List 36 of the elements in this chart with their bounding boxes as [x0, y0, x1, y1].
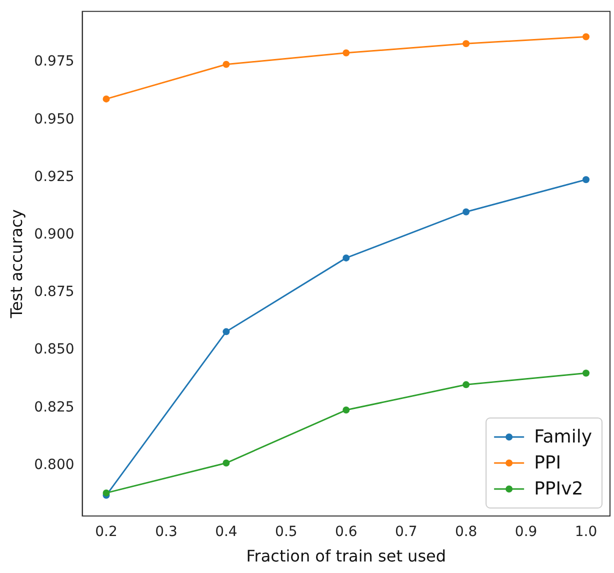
legend-label: PPI [534, 452, 562, 474]
point [582, 176, 590, 184]
x-tick-label: 0.4 [215, 524, 238, 540]
legend-label: Family [534, 426, 592, 448]
x-tick-label: 0.6 [335, 524, 358, 540]
y-axis-title: Test accuracy [6, 209, 26, 320]
point [102, 489, 110, 496]
y-tick-label: 0.825 [34, 399, 74, 416]
point [222, 328, 230, 336]
x-tick-label: 0.9 [514, 524, 538, 540]
x-tick-label: 0.7 [394, 524, 418, 540]
point [102, 95, 110, 102]
y-tick-label: 0.900 [34, 226, 74, 243]
point [342, 254, 350, 262]
y-tick-label: 0.975 [34, 54, 74, 70]
point [462, 208, 470, 216]
x-axis-title: Fraction of train set used [246, 546, 446, 566]
point [342, 406, 350, 414]
x-tick-label: 0.2 [95, 524, 118, 540]
y-tick-label: 0.950 [34, 111, 74, 128]
legend-label: PPIv2 [534, 478, 584, 500]
y-tick-label: 0.925 [34, 168, 74, 185]
point [222, 460, 230, 467]
point [582, 33, 590, 40]
y-tick-label: 0.800 [34, 456, 74, 473]
y-tick-label: 0.875 [34, 284, 74, 300]
point [462, 381, 470, 388]
point [342, 49, 350, 56]
y-tick-label: 0.850 [34, 342, 74, 358]
point [222, 60, 230, 68]
point [582, 370, 590, 377]
x-tick-label: 1.0 [574, 524, 598, 540]
x-tick-label: 0.3 [155, 524, 178, 540]
x-tick-label: 0.5 [275, 524, 298, 540]
point [462, 40, 470, 48]
x-tick-label: 0.8 [454, 524, 478, 540]
